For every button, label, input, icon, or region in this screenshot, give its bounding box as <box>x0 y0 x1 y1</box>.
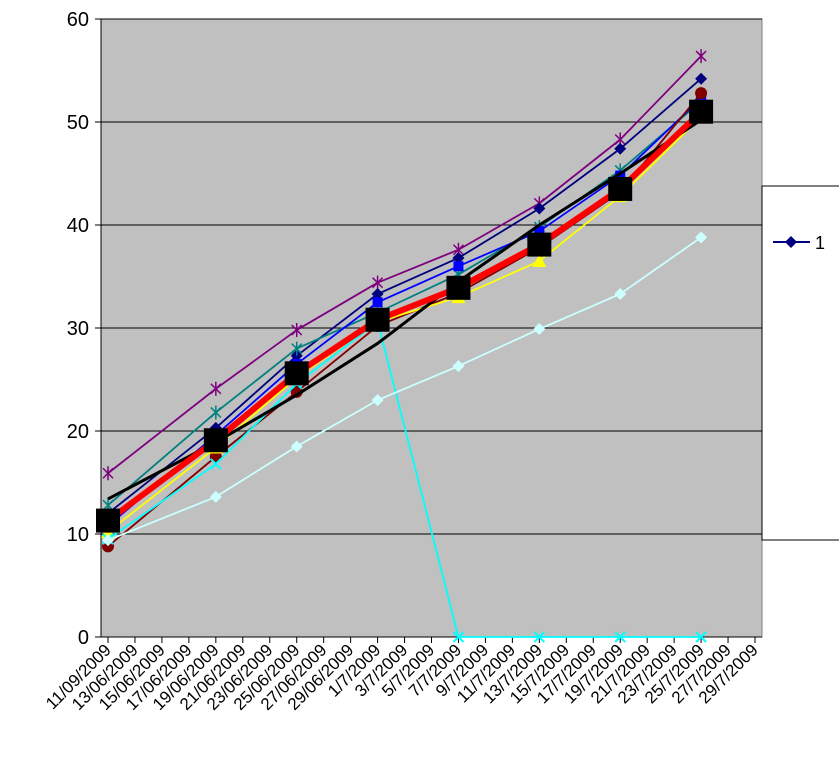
y-tick-label: 40 <box>67 215 89 237</box>
data-point-square <box>446 276 470 300</box>
legend: 1 <box>762 186 839 540</box>
data-point-square <box>204 428 228 452</box>
y-tick-label: 10 <box>67 524 89 546</box>
data-point-square <box>373 297 383 307</box>
data-point-square <box>527 233 551 257</box>
y-tick-label: 60 <box>67 9 89 31</box>
legend-box <box>762 186 839 540</box>
y-tick-label: 0 <box>78 627 89 649</box>
x-axis-ticks: 11/09/200913/06/200915/06/200917/06/2009… <box>42 637 762 714</box>
y-axis-ticks: 0 10 20 30 40 50 60 <box>67 9 101 649</box>
data-point-square <box>96 509 120 533</box>
data-point-square <box>689 100 713 124</box>
data-point-square <box>453 261 463 271</box>
data-point-square <box>285 361 309 385</box>
data-point-circle <box>695 87 707 99</box>
data-point-square <box>366 308 390 332</box>
y-tick-label: 30 <box>67 318 89 340</box>
legend-label: 1 <box>815 233 825 253</box>
y-tick-label: 50 <box>67 112 89 134</box>
data-point-square <box>608 177 632 201</box>
y-tick-label: 20 <box>67 421 89 443</box>
